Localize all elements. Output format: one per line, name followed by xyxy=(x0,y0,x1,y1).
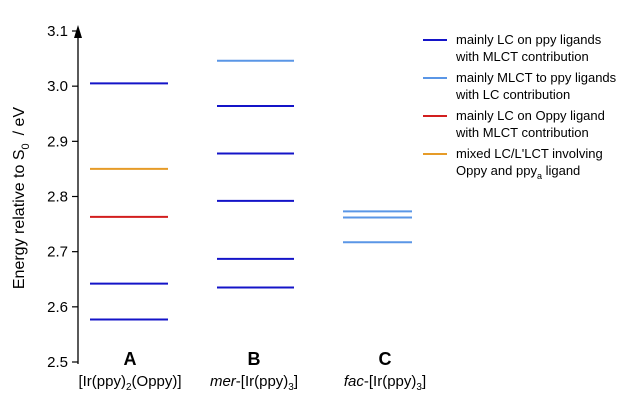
compound-name-part: ] xyxy=(294,373,298,390)
legend-label-text: mainly MLCT to ppy ligands xyxy=(456,70,617,85)
legend-label: Oppy and ppya ligand xyxy=(456,163,580,181)
legend-label: mainly MLCT to ppy ligands xyxy=(456,70,617,85)
y-tick-label: 3.1 xyxy=(47,23,68,40)
legend-label-text: ligand xyxy=(542,163,580,178)
y-axis-label-group: Energy relative to S0 / eV xyxy=(11,107,32,290)
legend-label: mainly LC on Oppy ligand xyxy=(456,108,605,123)
compound-name-part: mer xyxy=(210,373,237,390)
compound-name-part: 2 xyxy=(126,382,132,393)
y-tick-label: 3.0 xyxy=(47,78,68,95)
y-tick-label: 2.7 xyxy=(47,244,68,261)
compound-name-part: 3 xyxy=(416,382,422,393)
compound-name-part: fac xyxy=(344,373,365,390)
compound-name: mer-[Ir(ppy)3] xyxy=(210,373,298,393)
y-axis-label: Energy relative to S0 / eV xyxy=(11,107,32,290)
compound-letter: B xyxy=(248,349,261,369)
compound-name: fac-[Ir(ppy)3] xyxy=(344,373,426,393)
legend: mainly LC on ppy ligands with MLCT contri… xyxy=(423,32,617,181)
legend-label-text: mainly LC on Oppy ligand xyxy=(456,108,605,123)
energy-levels xyxy=(90,59,412,321)
legend-label-text: with MLCT contribution xyxy=(455,49,589,64)
compound-letter: A xyxy=(124,349,137,369)
y-tick-label: 2.9 xyxy=(47,133,68,150)
legend-label-text: Oppy and ppy xyxy=(456,163,537,178)
legend-label-text: with MLCT contribution xyxy=(455,125,589,140)
y-axis: 2.5 2.6 2.7 2.8 2.9 3.0 3.1 xyxy=(47,23,82,371)
legend-label: with MLCT contribution xyxy=(455,125,589,140)
compound-name-part: -[Ir(ppy) xyxy=(364,373,417,390)
legend-label-text: mixed LC/L'LCT involving xyxy=(456,146,603,161)
y-axis-label-main: Energy relative to S xyxy=(11,149,28,289)
y-tick-label: 2.8 xyxy=(47,189,68,206)
legend-label: mixed LC/L'LCT involving xyxy=(456,146,603,161)
legend-label: with MLCT contribution xyxy=(455,49,589,64)
legend-label-text: with LC contribution xyxy=(455,87,570,102)
y-tick-label: 2.6 xyxy=(47,299,68,316)
y-axis-label-subscript: 0 xyxy=(20,143,32,149)
compound-name-part: (Oppy)] xyxy=(132,373,182,390)
legend-label-text: mainly LC on ppy ligands xyxy=(456,32,602,47)
compound-name-part: 3 xyxy=(288,382,294,393)
legend-label: mainly LC on ppy ligands xyxy=(456,32,602,47)
compound-name-part: -[Ir(ppy) xyxy=(236,373,289,390)
compound-name: [Ir(ppy)2(Oppy)] xyxy=(78,373,181,393)
y-axis-label-unit: / eV xyxy=(11,107,28,136)
compound-letter: C xyxy=(379,349,392,369)
legend-label: with LC contribution xyxy=(455,87,570,102)
y-tick-label: 2.5 xyxy=(47,354,68,371)
compound-name-part: [Ir(ppy) xyxy=(78,373,126,390)
compound-labels: A[Ir(ppy)2(Oppy)]Bmer-[Ir(ppy)3]Cfac-[Ir… xyxy=(78,349,426,393)
legend-label-subscript: a xyxy=(537,171,542,181)
compound-name-part: ] xyxy=(422,373,426,390)
